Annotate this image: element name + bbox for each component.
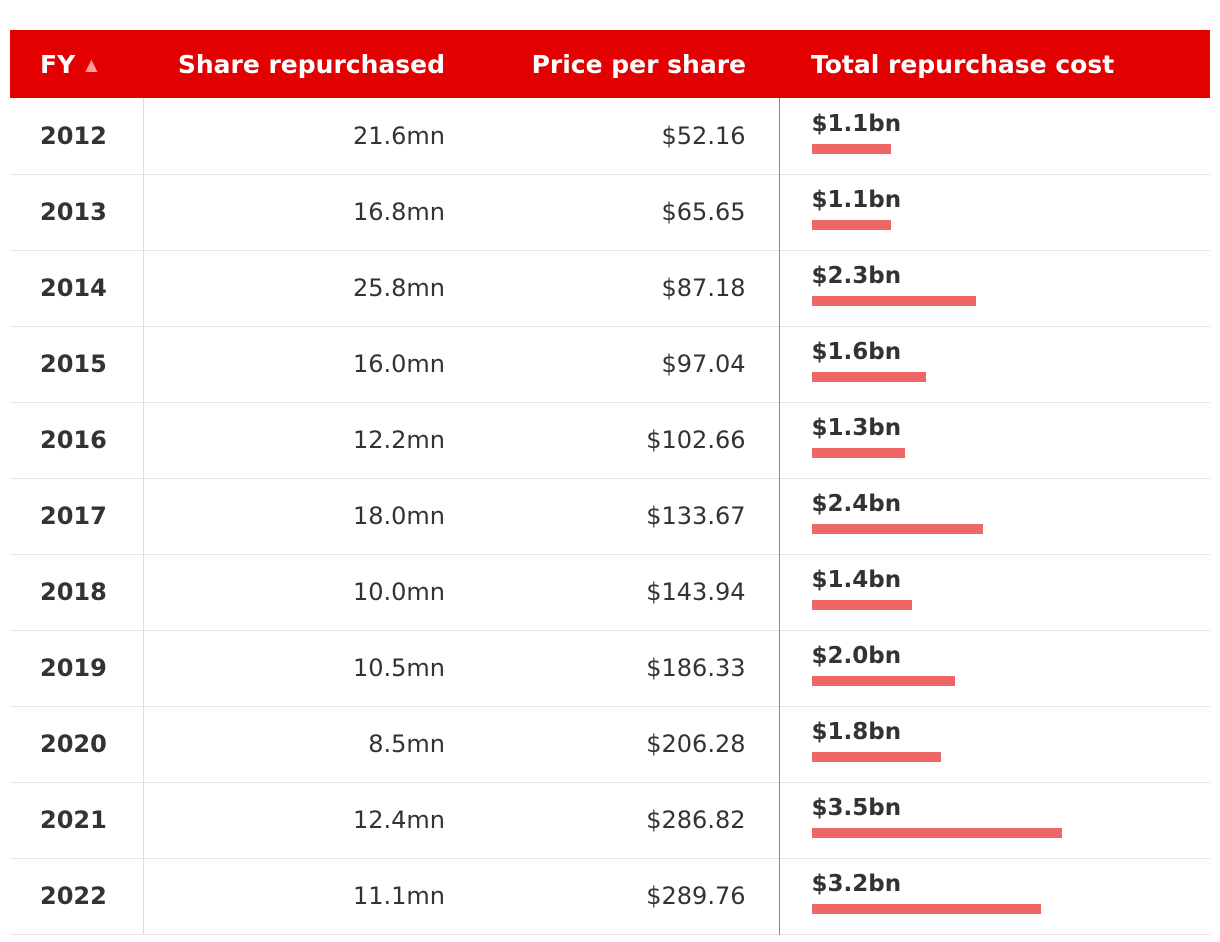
- cell-shares: 11.1mn: [352, 882, 445, 910]
- cell-shares: 12.2mn: [352, 426, 445, 454]
- total-cost-bar: [811, 600, 912, 610]
- cell-total: $1.4bn: [779, 554, 1210, 630]
- cell-shares: 16.8mn: [352, 198, 445, 226]
- column-header-shares[interactable]: Share repurchased: [177, 49, 445, 79]
- repurchase-table: FY ▲ Share repurchased Price per share To…: [10, 30, 1210, 935]
- table-row: 2016 12.2mn $102.66 $1.3bn: [10, 402, 1210, 478]
- total-cost-bar: [811, 143, 891, 154]
- cell-price: $289.76: [455, 858, 780, 934]
- total-cost-label: $1.3bn: [811, 415, 902, 441]
- total-cost-bar: [811, 524, 983, 534]
- cell-total: $1.6bn: [779, 326, 1210, 402]
- table-row: 2022 11.1mn $289.76 $3.2bn: [10, 858, 1210, 934]
- cell-price: $52.16: [455, 98, 780, 174]
- cell-fy: 2016: [10, 402, 144, 478]
- total-cost-bar: [811, 220, 891, 230]
- cell-fy: 2018: [10, 554, 144, 630]
- table-row: 2018 10.0mn $143.94 $1.4bn: [10, 554, 1210, 630]
- total-cost-bar: [811, 752, 941, 762]
- cell-fy: 2014: [10, 250, 144, 326]
- cell-fy: 2021: [10, 782, 144, 858]
- table-row: 2017 18.0mn $133.67 $2.4bn: [10, 478, 1210, 554]
- total-cost-label: $1.4bn: [811, 567, 902, 593]
- cell-fy: 2022: [10, 858, 144, 934]
- total-cost-label: $1.1bn: [811, 110, 902, 137]
- table-row: 2012 21.6mn $52.16 $1.1bn: [10, 98, 1210, 174]
- total-cost-bar: [811, 448, 905, 458]
- cell-price: $65.65: [455, 174, 780, 250]
- cell-total: $1.8bn: [779, 706, 1210, 782]
- total-cost-label: $2.4bn: [811, 491, 902, 517]
- cell-fy: 2017: [10, 478, 144, 554]
- table-row: 2013 16.8mn $65.65 $1.1bn: [10, 174, 1210, 250]
- table-row: 2021 12.4mn $286.82 $3.5bn: [10, 782, 1210, 858]
- total-cost-label: $2.0bn: [811, 643, 902, 669]
- table-row: 2015 16.0mn $97.04 $1.6bn: [10, 326, 1210, 402]
- cell-shares: 16.0mn: [352, 350, 445, 378]
- cell-fy: 2015: [10, 326, 144, 402]
- table-body: 2012 21.6mn $52.16 $1.1bn 2013 16.8mn $65.65 $1…: [10, 98, 1210, 934]
- repurchase-table-container: FY ▲ Share repurchased Price per share To…: [10, 30, 1210, 935]
- cell-shares: 18.0mn: [352, 502, 445, 530]
- sort-ascending-icon[interactable]: ▲: [85, 54, 98, 74]
- column-header-fy[interactable]: FY ▲: [10, 30, 143, 98]
- cell-price: $102.66: [455, 402, 780, 478]
- cell-total: $1.1bn: [779, 98, 1210, 174]
- cell-price: $206.28: [455, 706, 780, 782]
- table-row: 2014 25.8mn $87.18 $2.3bn: [10, 250, 1210, 326]
- column-header-price[interactable]: Price per share: [531, 49, 746, 79]
- cell-total: $1.3bn: [779, 402, 1210, 478]
- cell-total: $3.5bn: [779, 782, 1210, 858]
- cell-total: $2.3bn: [779, 250, 1210, 326]
- table-header-row: FY ▲ Share repurchased Price per share To…: [10, 30, 1210, 98]
- cell-fy: 2013: [10, 174, 144, 250]
- cell-fy: 2019: [10, 630, 144, 706]
- total-cost-bar: [811, 296, 976, 306]
- cell-price: $133.67: [455, 478, 780, 554]
- total-cost-label: $3.5bn: [811, 795, 902, 821]
- cell-total: $3.2bn: [779, 858, 1210, 934]
- column-header-fy-label: FY: [40, 49, 76, 79]
- total-cost-label: $1.6bn: [811, 339, 902, 365]
- total-cost-bar: [811, 676, 955, 686]
- cell-total: $1.1bn: [779, 174, 1210, 250]
- cell-price: $87.18: [455, 250, 780, 326]
- total-cost-bar: [811, 904, 1041, 914]
- cell-fy: 2020: [10, 706, 144, 782]
- cell-price: $286.82: [455, 782, 780, 858]
- total-cost-bar: [811, 828, 1062, 838]
- cell-shares: 12.4mn: [352, 806, 445, 834]
- cell-shares: 25.8mn: [352, 274, 445, 302]
- total-cost-bar: [811, 372, 926, 382]
- total-cost-label: $3.2bn: [811, 871, 902, 897]
- total-cost-label: $2.3bn: [811, 263, 902, 289]
- cell-price: $143.94: [455, 554, 780, 630]
- cell-shares: 8.5mn: [368, 730, 445, 758]
- cell-total: $2.0bn: [779, 630, 1210, 706]
- total-cost-label: $1.8bn: [811, 719, 902, 745]
- table-row: 2019 10.5mn $186.33 $2.0bn: [10, 630, 1210, 706]
- table-row: 2020 8.5mn $206.28 $1.8bn: [10, 706, 1210, 782]
- total-cost-label: $1.1bn: [811, 187, 902, 213]
- column-header-total[interactable]: Total repurchase cost: [811, 49, 1115, 79]
- cell-fy: 2012: [10, 98, 144, 174]
- cell-shares: 10.5mn: [352, 654, 445, 682]
- cell-shares: 21.6mn: [352, 121, 445, 150]
- cell-price: $97.04: [455, 326, 780, 402]
- cell-total: $2.4bn: [779, 478, 1210, 554]
- cell-price: $186.33: [455, 630, 780, 706]
- cell-shares: 10.0mn: [352, 578, 445, 606]
